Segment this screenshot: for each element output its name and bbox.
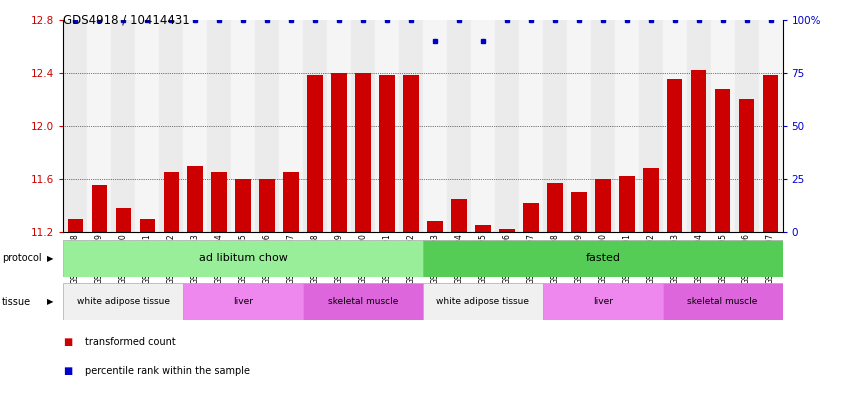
- Bar: [739, 99, 755, 232]
- Bar: [451, 199, 467, 232]
- Text: ▶: ▶: [47, 297, 53, 306]
- Bar: [159, 20, 184, 232]
- Bar: [734, 20, 759, 232]
- Bar: [495, 20, 519, 232]
- Bar: [643, 168, 658, 232]
- Bar: [332, 73, 347, 232]
- Bar: [140, 219, 155, 232]
- Text: white adipose tissue: white adipose tissue: [77, 297, 170, 306]
- Bar: [667, 79, 683, 232]
- Bar: [662, 20, 687, 232]
- Text: ▶: ▶: [47, 254, 53, 263]
- Bar: [116, 208, 131, 232]
- Bar: [475, 225, 491, 232]
- Bar: [379, 75, 395, 232]
- Bar: [63, 240, 423, 277]
- Bar: [351, 20, 375, 232]
- Bar: [188, 165, 203, 232]
- Bar: [235, 179, 251, 232]
- Bar: [759, 20, 783, 232]
- Bar: [63, 283, 184, 320]
- Text: protocol: protocol: [2, 253, 41, 263]
- Bar: [423, 283, 543, 320]
- Text: skeletal muscle: skeletal muscle: [688, 297, 758, 306]
- Text: transformed count: transformed count: [85, 337, 175, 347]
- Bar: [260, 179, 275, 232]
- Bar: [163, 172, 179, 232]
- Bar: [591, 20, 615, 232]
- Bar: [355, 73, 371, 232]
- Bar: [499, 229, 514, 232]
- Bar: [423, 240, 783, 277]
- Bar: [68, 219, 83, 232]
- Bar: [523, 203, 539, 232]
- Bar: [567, 20, 591, 232]
- Bar: [87, 20, 112, 232]
- Text: skeletal muscle: skeletal muscle: [328, 297, 398, 306]
- Text: GDS4918 / 10414431: GDS4918 / 10414431: [63, 14, 190, 27]
- Bar: [399, 20, 423, 232]
- Text: percentile rank within the sample: percentile rank within the sample: [85, 366, 250, 376]
- Bar: [571, 192, 586, 232]
- Bar: [662, 283, 783, 320]
- Bar: [91, 185, 107, 232]
- Bar: [307, 75, 323, 232]
- Bar: [687, 20, 711, 232]
- Text: ■: ■: [63, 337, 73, 347]
- Bar: [543, 20, 567, 232]
- Bar: [639, 20, 662, 232]
- Bar: [63, 20, 87, 232]
- Bar: [184, 20, 207, 232]
- Bar: [763, 75, 778, 232]
- Text: liver: liver: [593, 297, 613, 306]
- Bar: [547, 183, 563, 232]
- Text: ■: ■: [63, 366, 73, 376]
- Bar: [427, 221, 442, 232]
- Text: ad libitum chow: ad libitum chow: [199, 253, 288, 263]
- Bar: [207, 20, 231, 232]
- Text: liver: liver: [233, 297, 253, 306]
- Bar: [303, 283, 423, 320]
- Bar: [471, 20, 495, 232]
- Bar: [519, 20, 543, 232]
- Bar: [283, 172, 299, 232]
- Bar: [135, 20, 159, 232]
- Bar: [255, 20, 279, 232]
- Bar: [711, 20, 734, 232]
- Bar: [112, 20, 135, 232]
- Bar: [595, 179, 611, 232]
- Bar: [212, 172, 227, 232]
- Bar: [303, 20, 327, 232]
- Bar: [279, 20, 303, 232]
- Bar: [543, 283, 662, 320]
- Bar: [231, 20, 255, 232]
- Text: white adipose tissue: white adipose tissue: [437, 297, 530, 306]
- Bar: [327, 20, 351, 232]
- Bar: [184, 283, 303, 320]
- Text: tissue: tissue: [2, 297, 30, 307]
- Text: fasted: fasted: [585, 253, 620, 263]
- Bar: [375, 20, 399, 232]
- Bar: [691, 70, 706, 232]
- Bar: [423, 20, 447, 232]
- Bar: [404, 75, 419, 232]
- Bar: [715, 89, 730, 232]
- Bar: [447, 20, 471, 232]
- Bar: [619, 176, 634, 232]
- Bar: [615, 20, 639, 232]
